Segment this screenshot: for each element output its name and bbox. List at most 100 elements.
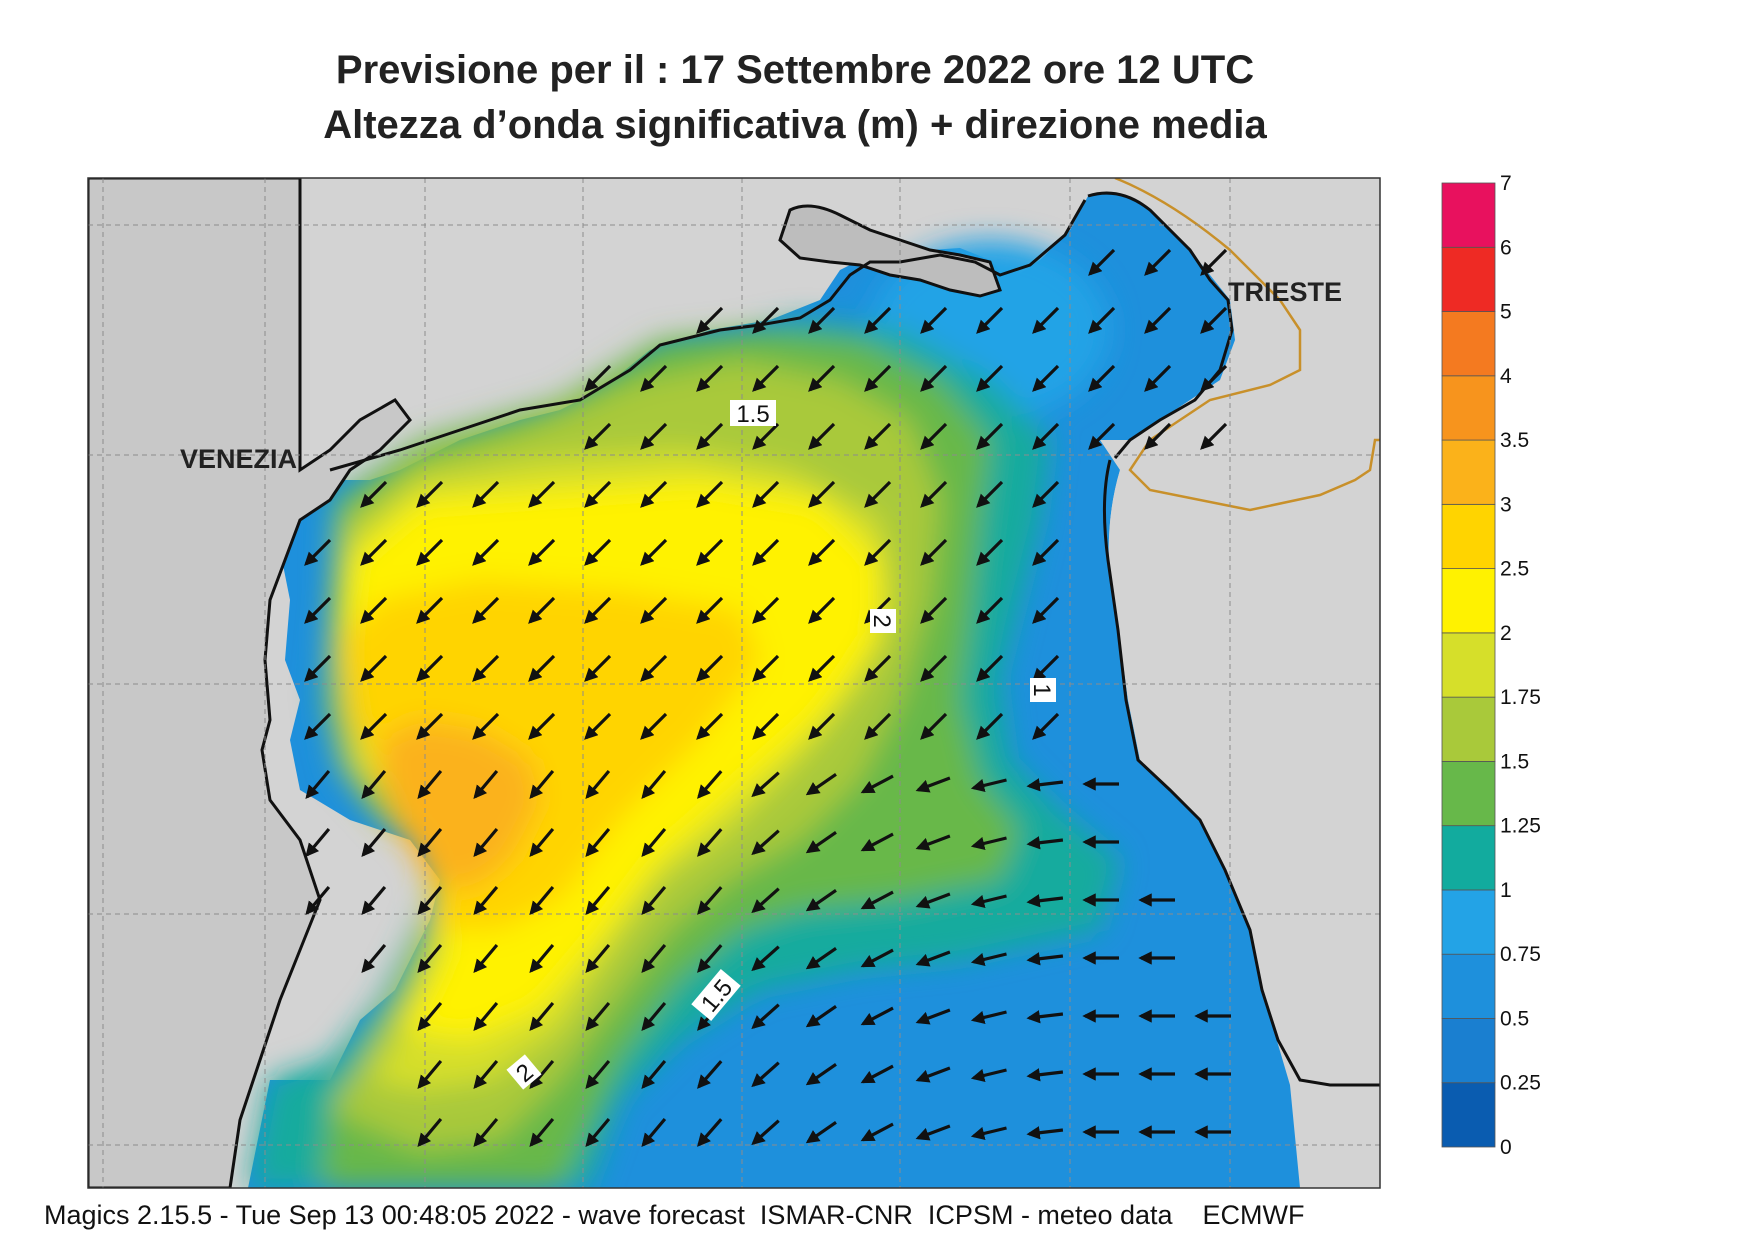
direction-arrow: [585, 1117, 611, 1148]
colorbar-tick-label: 1.75: [1500, 686, 1541, 709]
direction-arrow: [641, 1001, 667, 1032]
direction-arrow: [1200, 364, 1228, 392]
direction-arrow: [361, 769, 387, 800]
direction-arrow: [416, 654, 444, 682]
direction-arrow: [752, 596, 780, 624]
direction-arrow: [915, 1124, 951, 1141]
direction-arrow: [417, 769, 443, 800]
direction-arrow: [976, 654, 1004, 682]
direction-arrow: [641, 1059, 667, 1090]
direction-arrow: [1144, 422, 1172, 450]
direction-arrow: [1088, 364, 1116, 392]
direction-arrow: [920, 480, 948, 508]
direction-arrow: [1144, 306, 1172, 334]
direction-arrow: [864, 306, 892, 334]
direction-arrow: [305, 885, 331, 916]
direction-arrow: [696, 306, 724, 334]
direction-arrow: [697, 944, 723, 973]
direction-arrow: [584, 538, 612, 566]
direction-arrow: [805, 1120, 837, 1144]
direction-arrow: [751, 887, 780, 914]
direction-arrow: [360, 712, 388, 740]
direction-arrow: [860, 1006, 894, 1026]
colorbar-tick-label: 4: [1500, 365, 1512, 388]
direction-arrow: [920, 596, 948, 624]
direction-arrow: [305, 769, 331, 800]
colorbar-swatch: [1441, 825, 1496, 891]
direction-arrow: [472, 654, 500, 682]
direction-arrow: [529, 1001, 555, 1032]
colorbar-swatch: [1441, 311, 1496, 377]
direction-arrow: [640, 712, 668, 740]
direction-arrow: [528, 654, 556, 682]
direction-arrow: [751, 1003, 780, 1030]
direction-arrow: [304, 712, 332, 740]
colorbar-swatch: [1441, 953, 1496, 1019]
direction-arrow: [1088, 306, 1116, 334]
colorbar-swatch: [1441, 246, 1496, 312]
direction-arrow: [970, 1010, 1007, 1024]
colorbar-swatch: [1441, 696, 1496, 762]
direction-arrow: [584, 596, 612, 624]
direction-arrow: [640, 654, 668, 682]
direction-arrow: [915, 834, 951, 851]
colorbar-tick-label: 0.75: [1500, 943, 1541, 966]
direction-arrow: [416, 538, 444, 566]
title-line-1: Previsione per il : 17 Settembre 2022 or…: [335, 48, 1255, 92]
istria-coast: [1102, 459, 1380, 1087]
svg-text:1.5: 1.5: [736, 401, 769, 428]
direction-arrow: [751, 771, 780, 798]
direction-arrow: [915, 950, 951, 967]
direction-arrow: [304, 538, 332, 566]
direction-arrow: [920, 538, 948, 566]
direction-arrow: [696, 712, 724, 740]
map-frame: [87, 177, 1381, 1189]
city-label-venezia: VENEZIA: [180, 444, 297, 474]
direction-arrow: [305, 827, 331, 858]
direction-arrow: [808, 654, 836, 682]
direction-arrow: [1032, 306, 1060, 334]
city-label-trieste: TRIESTE: [1228, 277, 1342, 307]
colorbar: 0 0.25 0.5 0.75 1 1.25 1.5 1.75 2 2.5 3 3.5 4 5 6 7: [1441, 172, 1541, 1159]
colorbar-swatch: [1441, 889, 1496, 955]
direction-arrow: [1026, 836, 1064, 850]
direction-arrow: [641, 827, 667, 858]
direction-arrow: [584, 422, 612, 450]
direction-arrow: [528, 596, 556, 624]
direction-arrow: [360, 480, 388, 508]
direction-arrow: [805, 888, 837, 912]
direction-arrow: [864, 712, 892, 740]
direction-arrow: [585, 1059, 611, 1090]
direction-arrow: [696, 654, 724, 682]
direction-arrow: [584, 654, 612, 682]
direction-arrow: [360, 596, 388, 624]
direction-arrow: [920, 654, 948, 682]
direction-arrow: [473, 1001, 499, 1032]
direction-arrow: [864, 654, 892, 682]
direction-arrow: [696, 480, 724, 508]
direction-arrow: [640, 422, 668, 450]
direction-arrow: [808, 712, 836, 740]
direction-arrow: [585, 827, 611, 858]
direction-arrow: [752, 712, 780, 740]
direction-arrow: [915, 892, 951, 909]
direction-arrow: [585, 943, 611, 974]
colorbar-tick-label: 3: [1500, 493, 1512, 516]
direction-arrow: [697, 886, 723, 915]
direction-arrow: [976, 480, 1004, 508]
colorbar-tick-label: 2.5: [1500, 558, 1529, 581]
colorbar-swatch: [1441, 568, 1496, 634]
direction-arrow: [696, 422, 724, 450]
direction-arrow: [805, 772, 837, 796]
direction-arrow: [529, 885, 555, 916]
direction-arrow: [970, 836, 1007, 850]
direction-arrow: [417, 1001, 443, 1032]
direction-arrow: [641, 885, 667, 916]
direction-arrow: [1032, 654, 1060, 682]
colorbar-swatch: [1441, 375, 1496, 441]
direction-arrow: [584, 712, 612, 740]
direction-arrow: [417, 1117, 443, 1148]
direction-arrow: [970, 894, 1007, 908]
direction-arrow: [970, 1126, 1007, 1140]
